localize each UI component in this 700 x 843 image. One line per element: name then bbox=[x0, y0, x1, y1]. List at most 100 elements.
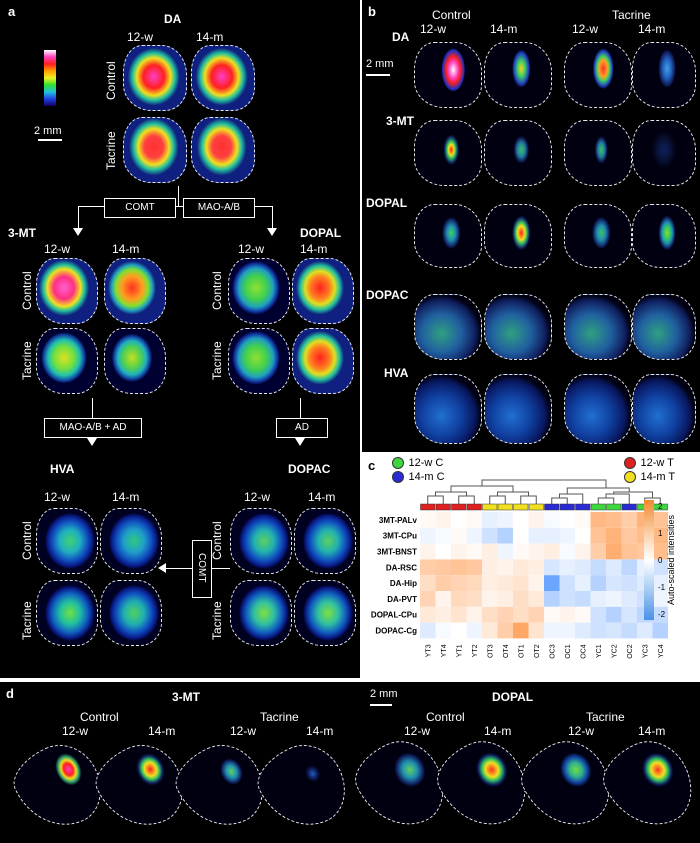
heatmap-col-label: OC3 bbox=[550, 644, 557, 659]
heatmap-cell bbox=[544, 606, 560, 623]
hva-control-12w bbox=[36, 508, 98, 574]
arrow-to-hva-from-dopac bbox=[158, 563, 166, 573]
heatmap-cell bbox=[606, 543, 622, 560]
heatmap-cell bbox=[451, 527, 467, 544]
dopac-tacrine-12w bbox=[230, 580, 292, 646]
hva-title: HVA bbox=[50, 462, 75, 476]
heatmap-cell bbox=[466, 591, 482, 607]
row-control-label: Control bbox=[104, 61, 118, 100]
hva-tacrine-12w bbox=[36, 580, 98, 646]
heatmap-col-label: OC1 bbox=[565, 644, 572, 659]
arrow-to-dopac bbox=[295, 438, 305, 446]
legend-dot-14m-c bbox=[392, 470, 404, 483]
heatmap-cell bbox=[466, 575, 482, 591]
arrow-to-dopal bbox=[267, 228, 277, 236]
b-dopal-t12 bbox=[564, 204, 632, 268]
group-bar-cell bbox=[575, 503, 591, 511]
panel-a: a DA 12-w 14-m 2 mm Control Tacrine COMT… bbox=[0, 0, 360, 678]
b-dopac-c14 bbox=[484, 294, 552, 360]
legend-dot-12w-c bbox=[392, 456, 404, 469]
dopal-tacrine-14m bbox=[292, 328, 354, 394]
scale-bar-line bbox=[38, 139, 62, 141]
heatmap-cell bbox=[435, 575, 451, 591]
d-group-tacrine-1: Tacrine bbox=[260, 710, 299, 724]
panel-d-scale-line bbox=[370, 704, 392, 706]
heatmap-cell bbox=[621, 559, 637, 576]
dendrogram bbox=[427, 479, 661, 504]
d-group-control-1: Control bbox=[80, 710, 119, 724]
panel-b-scale-line bbox=[366, 74, 390, 76]
group-bar-cell bbox=[466, 503, 482, 511]
da-title: DA bbox=[164, 12, 182, 26]
heatmap-cell bbox=[528, 527, 544, 544]
b-da-c12 bbox=[414, 42, 482, 108]
heatmap-cell bbox=[652, 622, 668, 639]
b-3mt-t12 bbox=[564, 120, 632, 186]
da-control-12w bbox=[123, 45, 187, 111]
heatmap-cell bbox=[590, 512, 606, 528]
heatmap-col-label: YC2 bbox=[612, 644, 619, 658]
heatmap-cell bbox=[497, 622, 513, 639]
enzyme-comt2-box: COMT bbox=[192, 540, 212, 598]
row-label-3mt: 3-MT bbox=[386, 114, 414, 128]
heatmap-cell bbox=[575, 575, 591, 591]
heatmap-cell bbox=[621, 606, 637, 623]
panel-d-scale-label: 2 mm bbox=[370, 688, 398, 700]
row-label-da: DA bbox=[392, 30, 410, 44]
colorbar-tick: 1 bbox=[658, 529, 663, 538]
heatmap-cell bbox=[559, 591, 575, 607]
heatmap-row-label: DA-RSC bbox=[386, 563, 417, 572]
heatmap-cell bbox=[528, 543, 544, 560]
3mt-row-tacrine: Tacrine bbox=[20, 341, 34, 380]
3mt-control-14m bbox=[104, 258, 166, 324]
b-dopal-c14 bbox=[484, 204, 552, 268]
legend-dot-14m-t bbox=[624, 470, 636, 483]
enzyme-comt2-label: COMT bbox=[196, 553, 207, 583]
d-col-1: 12-w bbox=[62, 724, 89, 738]
legend-label-14m-c: 14-m C bbox=[408, 470, 445, 483]
heatmap-col-label: YT3 bbox=[426, 644, 433, 657]
heatmap-cell bbox=[420, 606, 436, 623]
d-group-tacrine-2: Tacrine bbox=[586, 710, 625, 724]
dopac-title: DOPAC bbox=[288, 462, 331, 476]
hva-row-tacrine: Tacrine bbox=[20, 601, 34, 640]
heatmap-cell bbox=[435, 606, 451, 623]
heatmap-cell bbox=[497, 527, 513, 544]
arrow-to-3mt bbox=[73, 228, 83, 236]
dopac-col-14m: 14-m bbox=[308, 490, 336, 504]
heatmap-cell bbox=[466, 606, 482, 623]
heatmap-cell bbox=[420, 543, 436, 560]
heatmap-cell bbox=[528, 622, 544, 639]
heatmap-cell bbox=[621, 512, 637, 528]
b-3mt-c12 bbox=[414, 120, 482, 186]
heatmap-cell bbox=[621, 622, 637, 639]
legend-12w-t: 12-w T bbox=[624, 454, 674, 469]
panel-b-scale-label: 2 mm bbox=[366, 58, 394, 70]
heatmap-cell bbox=[559, 575, 575, 591]
heatmap: 3MT-PALv 3MT-CPu 3MT-BNST DA-RSC DA-Hip DA-PV… bbox=[371, 479, 676, 659]
group-bar-cell bbox=[544, 503, 560, 511]
heatmap-cell bbox=[420, 527, 436, 544]
connector-left bbox=[78, 206, 79, 228]
heatmap-cell bbox=[482, 527, 498, 544]
heatmap-cell bbox=[606, 512, 622, 528]
heatmap-cell bbox=[544, 512, 560, 528]
b-hva-t12 bbox=[564, 374, 632, 444]
heatmap-cell bbox=[590, 622, 606, 639]
heatmap-cell bbox=[559, 543, 575, 560]
heatmap-cell bbox=[575, 606, 591, 623]
b-dopac-t14 bbox=[632, 294, 696, 360]
heatmap-cell bbox=[420, 575, 436, 591]
col-12w-a: 12-w bbox=[420, 22, 447, 36]
group-bar-cell bbox=[513, 503, 529, 511]
dopal-control-12w bbox=[228, 258, 290, 324]
heatmap-cell bbox=[482, 606, 498, 623]
heatmap-cell bbox=[544, 559, 560, 576]
heatmap-row-label: 3MT-BNST bbox=[377, 548, 417, 557]
scale-bar-label: 2 mm bbox=[34, 125, 62, 137]
heatmap-cell bbox=[606, 527, 622, 544]
arrow-to-hva bbox=[87, 438, 97, 446]
heatmap-cell bbox=[451, 512, 467, 528]
row-tacrine-label: Tacrine bbox=[104, 131, 118, 170]
group-bar-cell bbox=[528, 503, 544, 511]
